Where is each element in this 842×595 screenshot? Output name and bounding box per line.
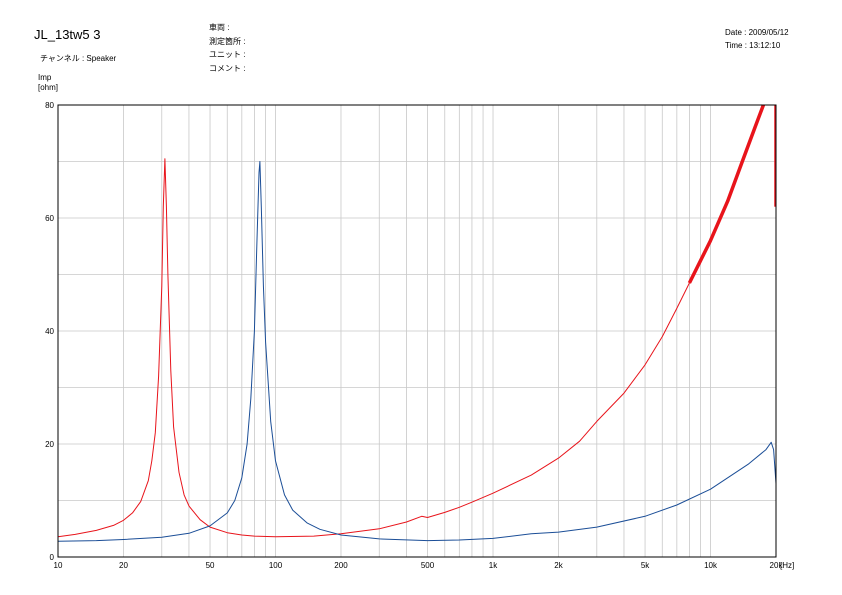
series-line-1-noise-band — [687, 104, 766, 284]
series-layer — [57, 104, 777, 542]
time-label: Time : 13:12:10 — [725, 41, 781, 50]
y-tick-label: 80 — [45, 101, 54, 110]
y-tick-label: 0 — [50, 553, 55, 562]
x-tick-label: 20k — [770, 561, 784, 570]
x-tick-label: 500 — [421, 561, 435, 570]
y-tick-label: 60 — [45, 214, 54, 223]
x-tick-label: 2k — [554, 561, 563, 570]
tick-labels: 10 20 50 100 200 500 1k 2k 5k 10k 20k[Hz] 0 20 40 60 80 — [45, 101, 794, 570]
plot-frame — [57, 104, 777, 558]
x-tick-label: 10 — [54, 561, 63, 570]
date-label: Date : 2009/05/12 — [725, 28, 789, 37]
vehicle-label: 車両 : — [209, 23, 230, 32]
y-axis-unit: [ohm] — [38, 83, 59, 92]
x-tick-label: 200 — [334, 561, 348, 570]
x-tick-label: 5k — [641, 561, 650, 570]
chart-title: JL_13tw5 3 — [34, 27, 101, 42]
series-line-2 — [57, 161, 777, 542]
y-tick-label: 40 — [45, 327, 54, 336]
unit-label: ユニット : — [209, 50, 246, 59]
y-tick-label: 20 — [45, 440, 54, 449]
x-tick-label: 1k — [489, 561, 498, 570]
x-tick-label: 100 — [269, 561, 283, 570]
y-axis-label: Imp [ohm] — [38, 73, 58, 93]
comment-label: コメント : — [209, 64, 246, 73]
measure-point-label: 測定箇所 : — [209, 37, 246, 46]
channel-label: チャンネル : Speaker — [40, 54, 117, 63]
series-line-1 — [57, 104, 764, 538]
x-tick-label: 50 — [206, 561, 215, 570]
y-axis-title: Imp — [38, 73, 52, 82]
x-tick-label: 20 — [119, 561, 128, 570]
x-axis-unit-label: [Hz] — [780, 561, 794, 570]
x-tick-label: 10k — [704, 561, 718, 570]
